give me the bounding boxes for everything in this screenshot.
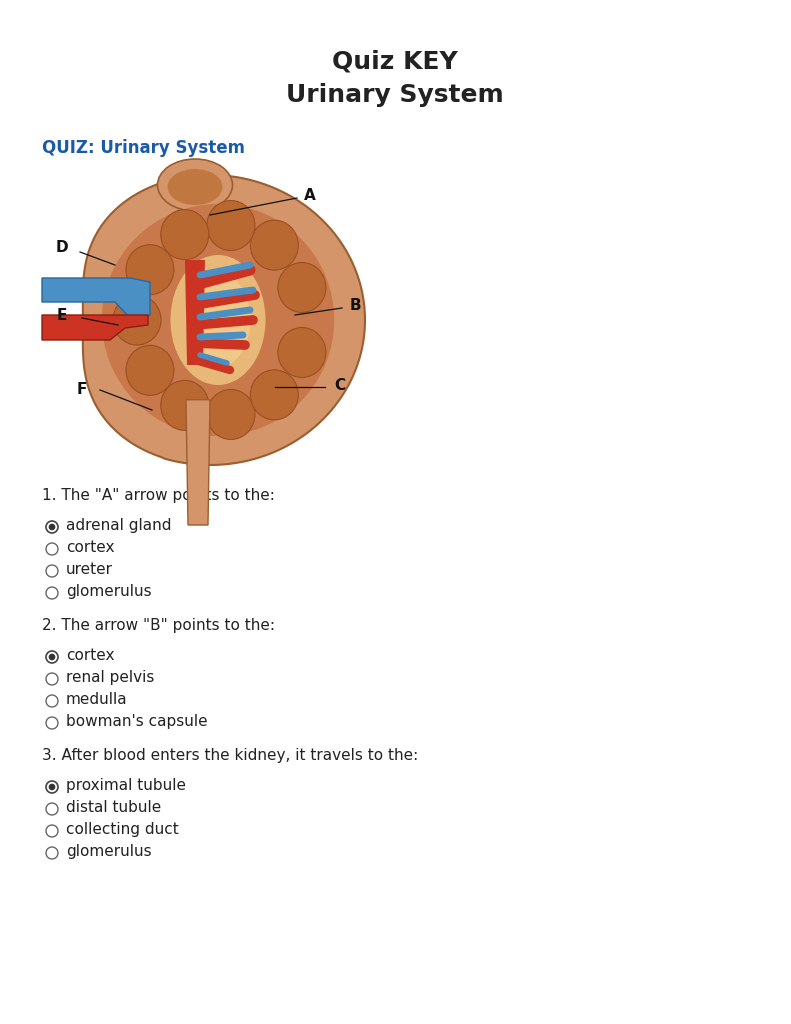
Polygon shape <box>185 260 205 365</box>
Text: D: D <box>55 241 68 256</box>
Text: B: B <box>349 298 361 312</box>
Ellipse shape <box>250 220 298 270</box>
Text: 2. The arrow "B" points to the:: 2. The arrow "B" points to the: <box>42 618 275 633</box>
Text: glomerulus: glomerulus <box>66 844 152 859</box>
Text: Urinary System: Urinary System <box>286 83 504 106</box>
Text: renal pelvis: renal pelvis <box>66 670 154 685</box>
Text: glomerulus: glomerulus <box>66 584 152 599</box>
Ellipse shape <box>278 262 326 312</box>
Text: E: E <box>57 307 67 323</box>
Ellipse shape <box>126 245 174 295</box>
Text: bowman's capsule: bowman's capsule <box>66 714 207 729</box>
Text: cortex: cortex <box>66 540 115 555</box>
Circle shape <box>49 524 55 530</box>
Text: adrenal gland: adrenal gland <box>66 518 172 534</box>
Polygon shape <box>186 399 210 525</box>
Text: 1. The "A" arrow points to the:: 1. The "A" arrow points to the: <box>42 488 275 503</box>
Text: Quiz KEY: Quiz KEY <box>332 50 458 74</box>
Ellipse shape <box>157 159 233 211</box>
Text: F: F <box>77 383 87 397</box>
Text: cortex: cortex <box>66 648 115 663</box>
Ellipse shape <box>168 169 222 205</box>
Polygon shape <box>42 278 150 318</box>
Text: 3. After blood enters the kidney, it travels to the:: 3. After blood enters the kidney, it tra… <box>42 748 418 763</box>
Ellipse shape <box>113 295 161 345</box>
Polygon shape <box>42 315 148 340</box>
Text: proximal tubule: proximal tubule <box>66 778 186 793</box>
Ellipse shape <box>161 380 209 430</box>
Ellipse shape <box>186 272 251 368</box>
Text: collecting duct: collecting duct <box>66 822 179 837</box>
Ellipse shape <box>207 389 255 439</box>
Ellipse shape <box>171 255 266 385</box>
Ellipse shape <box>207 201 255 251</box>
Text: medulla: medulla <box>66 692 127 707</box>
Ellipse shape <box>102 204 335 436</box>
Text: distal tubule: distal tubule <box>66 800 161 815</box>
Circle shape <box>49 784 55 790</box>
Ellipse shape <box>126 345 174 395</box>
Text: QUIZ: Urinary System: QUIZ: Urinary System <box>42 139 245 157</box>
Polygon shape <box>83 175 365 465</box>
Circle shape <box>49 654 55 660</box>
Ellipse shape <box>250 370 298 420</box>
Text: A: A <box>304 187 316 203</box>
Text: C: C <box>335 378 346 392</box>
Ellipse shape <box>161 210 209 260</box>
Text: ureter: ureter <box>66 562 113 577</box>
Ellipse shape <box>278 328 326 378</box>
